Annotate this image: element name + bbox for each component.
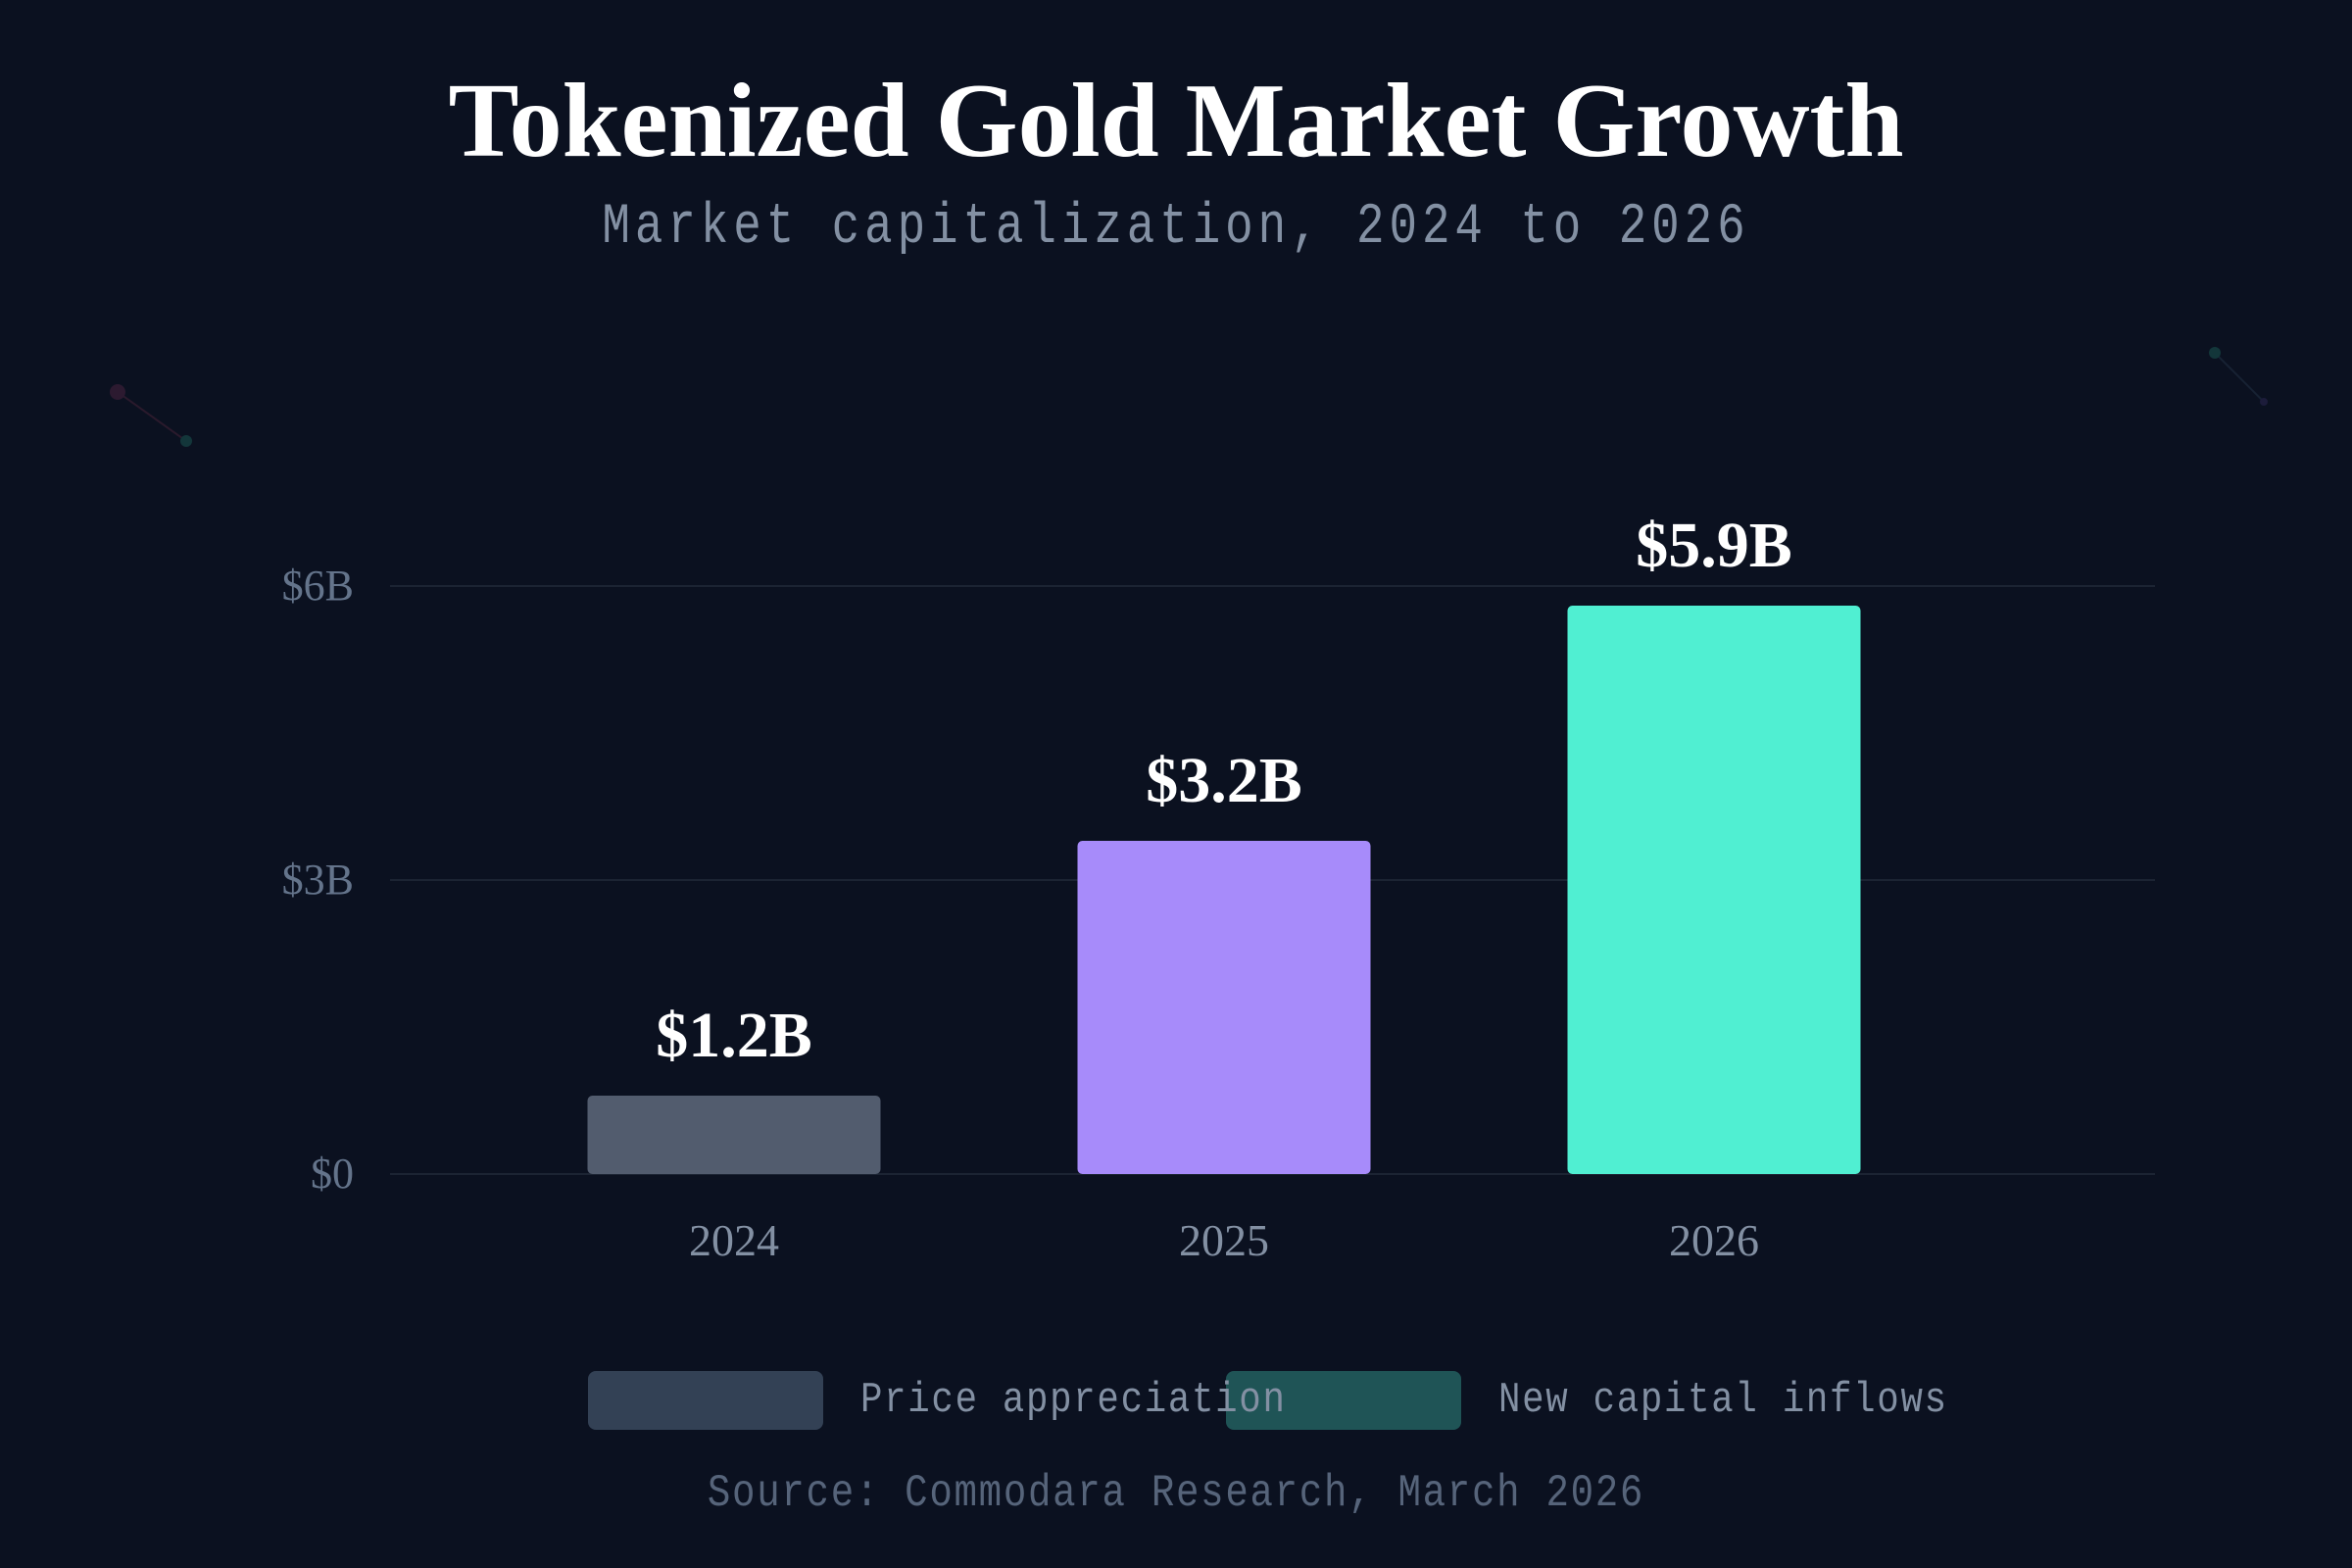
decoration-left — [110, 384, 192, 447]
y-tick-label: $0 — [311, 1150, 354, 1198]
x-tick-label: 2024 — [689, 1215, 779, 1265]
chart-subtitle: Market capitalization, 2024 to 2026 — [602, 196, 1750, 260]
data-label: $5.9B — [1636, 510, 1792, 581]
legend: Price appreciation New capital inflows — [588, 1371, 2049, 1430]
bar-2026 — [1567, 606, 1861, 1174]
data-label: $3.2B — [1146, 745, 1302, 816]
chart-title: Tokenized Gold Market Growth — [448, 63, 1904, 179]
legend-label-price-appreciation: Price appreciation — [860, 1376, 1287, 1425]
x-tick-label: 2025 — [1179, 1215, 1269, 1265]
x-tick-label: 2026 — [1669, 1215, 1759, 1265]
y-tick-label: $6B — [282, 562, 354, 610]
legend-label-new-capital-inflows: New capital inflows — [1498, 1376, 1949, 1425]
y-tick-label: $3B — [282, 856, 354, 904]
source-note: Source: Commodara Research, March 2026 — [707, 1468, 1645, 1519]
bar-2025 — [1077, 841, 1371, 1174]
legend-swatch-price-appreciation — [588, 1371, 823, 1430]
legend-swatch-new-capital-inflows — [1226, 1371, 1462, 1430]
data-label: $1.2B — [656, 1000, 812, 1071]
decoration-right — [2209, 347, 2268, 406]
bar-2024 — [587, 1096, 881, 1174]
